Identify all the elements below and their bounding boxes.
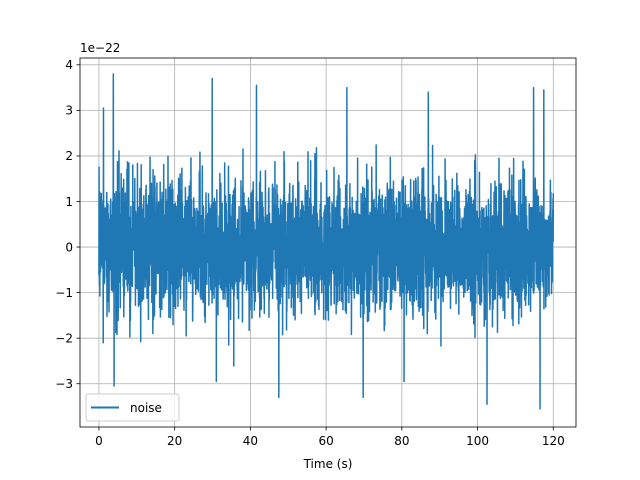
legend: noise	[85, 393, 180, 422]
x-tick-label-4: 80	[394, 434, 409, 448]
x-tick-label-6: 120	[542, 434, 565, 448]
y-axis: −3 −2 −1 0 1 2 3 4	[55, 58, 80, 391]
x-tick-label-2: 40	[243, 434, 258, 448]
y-tick-label-0: −3	[55, 377, 73, 391]
legend-box	[85, 393, 180, 422]
x-axis: 0 20 40 60 80 100 120	[95, 427, 565, 448]
y-tick-label-1: −2	[55, 331, 73, 345]
x-tick-label-0: 0	[95, 434, 103, 448]
y-scale-factor: 1e−22	[80, 41, 120, 55]
plot-frame	[79, 57, 577, 428]
y-tick-label-5: 2	[65, 149, 73, 163]
y-tick-label-4: 1	[65, 195, 73, 209]
legend-label-noise: noise	[130, 401, 162, 415]
x-axis-label: Time (s)	[303, 457, 353, 471]
x-tick-label-5: 100	[466, 434, 489, 448]
y-tick-label-6: 3	[65, 104, 73, 118]
y-tick-label-2: −1	[55, 286, 73, 300]
x-tick-label-3: 60	[318, 434, 333, 448]
y-tick-label-3: 0	[65, 240, 73, 254]
y-tick-label-7: 4	[65, 58, 73, 72]
x-tick-label-1: 20	[167, 434, 182, 448]
series-line-noise	[98, 73, 555, 410]
series-layer	[98, 73, 555, 410]
